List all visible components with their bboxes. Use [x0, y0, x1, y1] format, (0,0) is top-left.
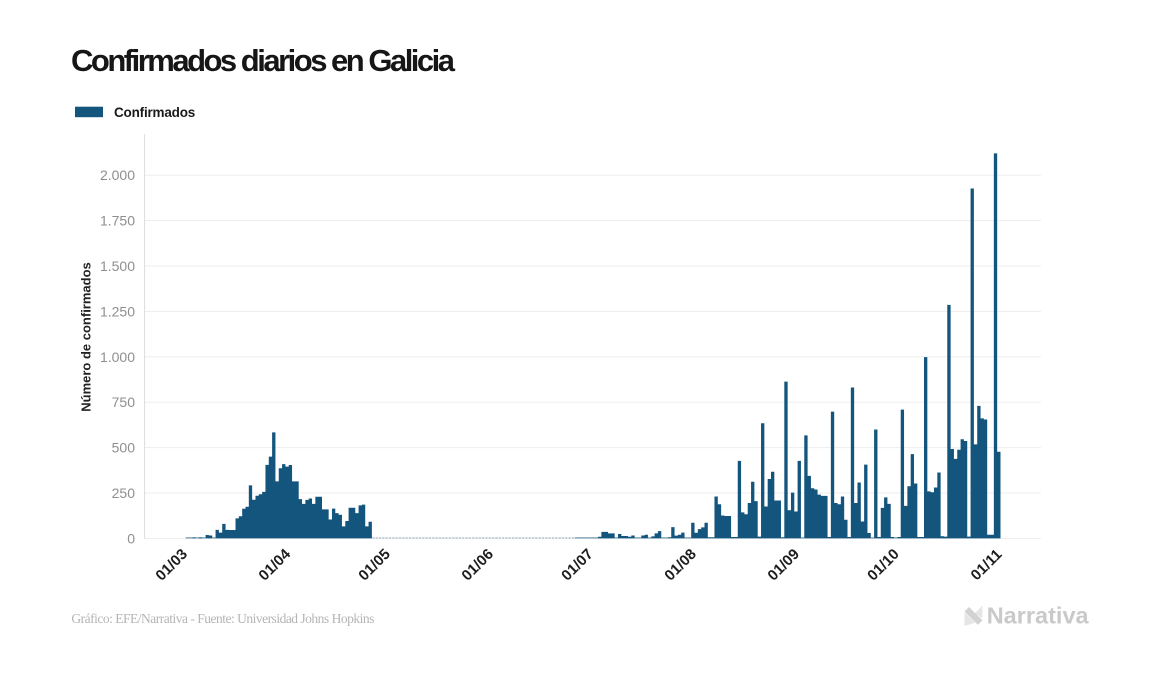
- svg-text:01/06: 01/06: [458, 546, 497, 585]
- svg-text:01/10: 01/10: [864, 546, 903, 585]
- svg-text:01/11: 01/11: [968, 546, 1006, 584]
- svg-text:1.500: 1.500: [100, 258, 135, 274]
- svg-text:1.000: 1.000: [100, 349, 135, 365]
- svg-text:01/05: 01/05: [355, 546, 394, 585]
- svg-text:Confirmados diarios en Galicia: Confirmados diarios en Galicia: [71, 43, 456, 78]
- svg-text:Gráfico: EFE/Narrativa - Fuent: Gráfico: EFE/Narrativa - Fuente: Univers…: [71, 611, 374, 626]
- svg-text:750: 750: [112, 394, 136, 410]
- svg-text:01/04: 01/04: [255, 545, 294, 584]
- svg-text:01/03: 01/03: [152, 546, 191, 585]
- svg-text:500: 500: [112, 440, 136, 456]
- svg-text:Número de confirmados: Número de confirmados: [79, 262, 94, 412]
- svg-text:0: 0: [127, 530, 135, 546]
- svg-text:2.000: 2.000: [100, 167, 135, 183]
- svg-text:Confirmados: Confirmados: [114, 105, 195, 120]
- svg-text:250: 250: [112, 485, 136, 501]
- svg-text:1.250: 1.250: [100, 303, 135, 319]
- svg-text:01/09: 01/09: [764, 546, 803, 585]
- svg-text:01/07: 01/07: [558, 546, 597, 585]
- svg-text:1.750: 1.750: [100, 213, 135, 229]
- svg-text:01/08: 01/08: [661, 546, 700, 585]
- svg-text:Narrativa: Narrativa: [987, 603, 1090, 629]
